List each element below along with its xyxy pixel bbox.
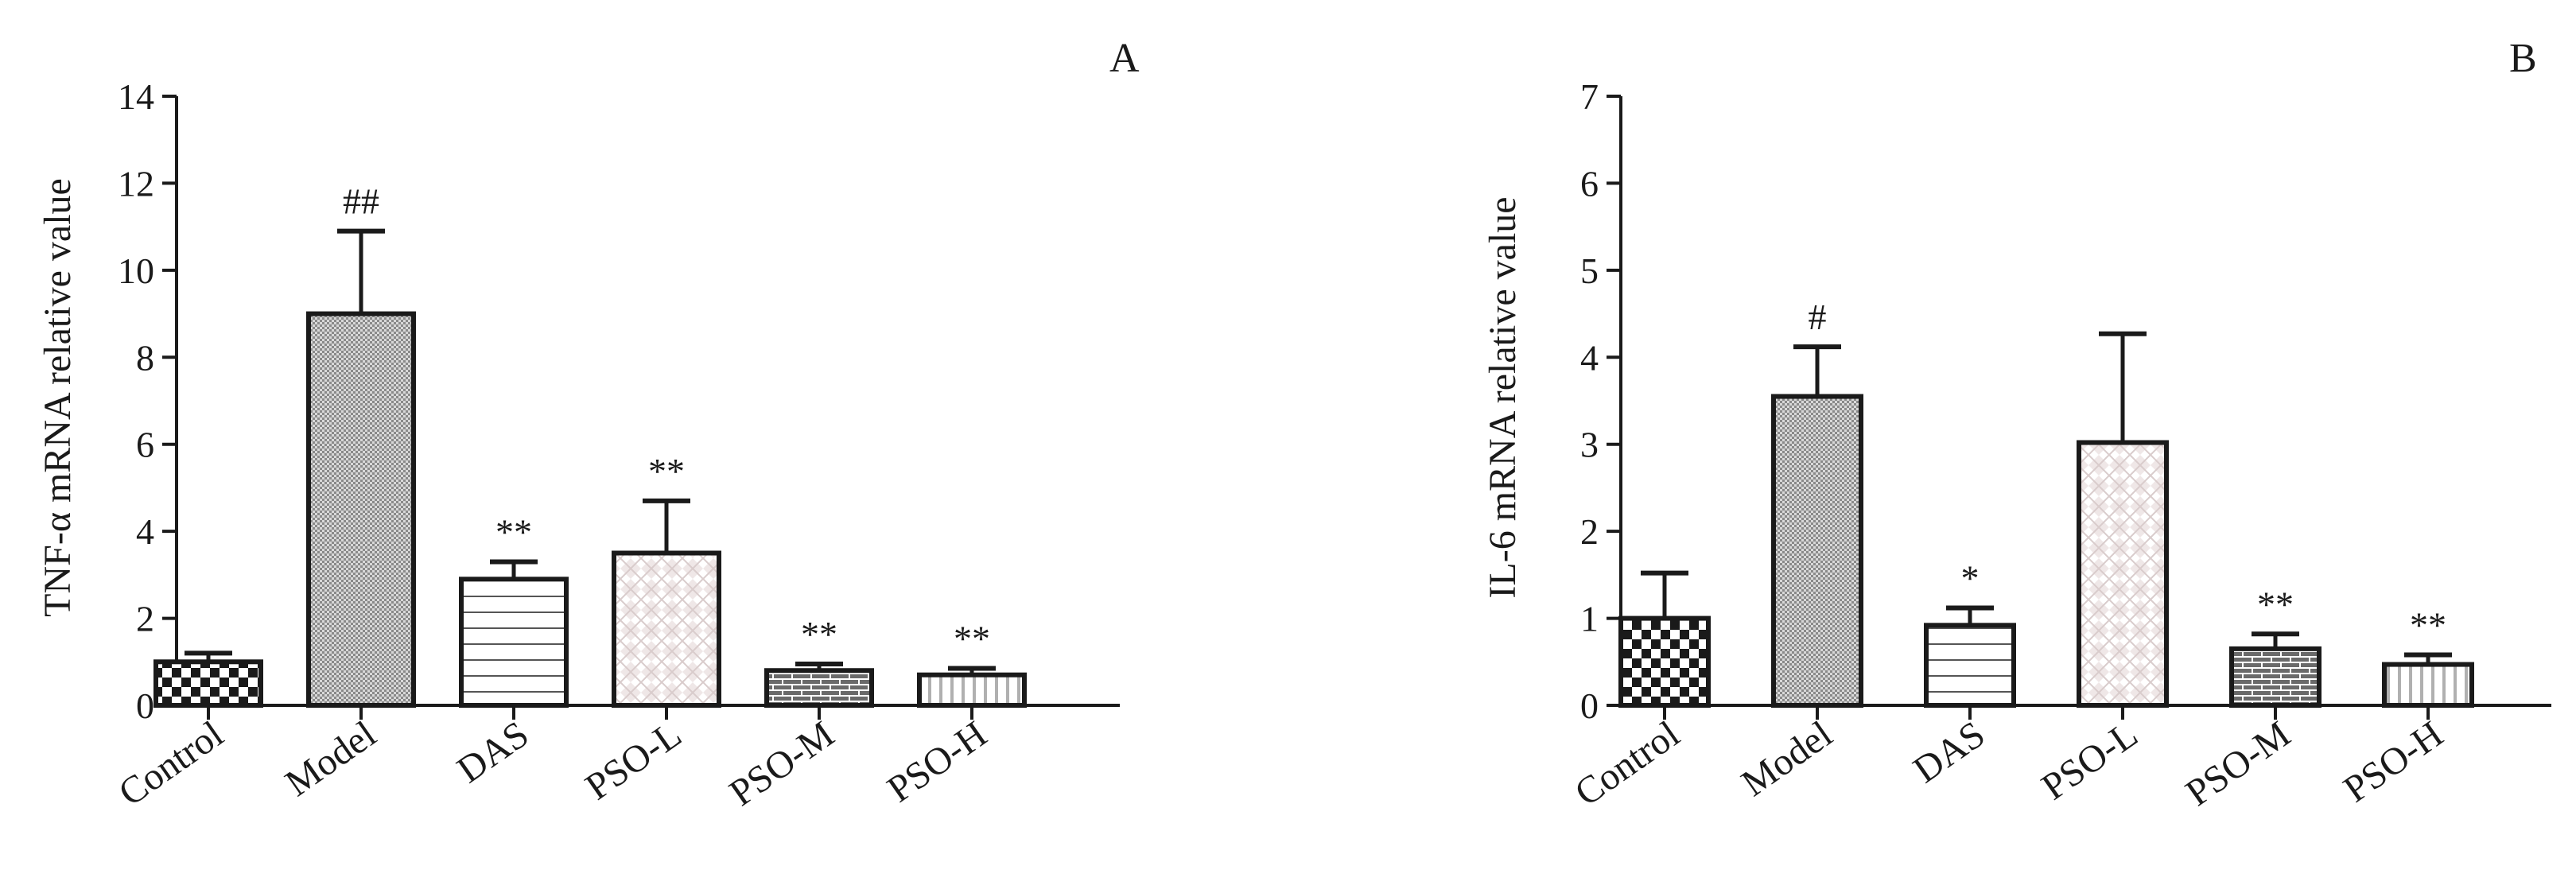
x-tick-label: Model xyxy=(278,713,383,805)
bar xyxy=(612,550,721,708)
y-tick-label: 5 xyxy=(1580,250,1599,291)
panel-b-chart: B IL-6 mRNA relative value 0 1 2 3 4 5 6 7 Contr… xyxy=(1482,36,2551,814)
panel-b-label: B xyxy=(2509,36,2537,81)
significance-label: ## xyxy=(343,181,379,222)
x-tick-label: DAS xyxy=(449,713,536,791)
y-tick-label: 12 xyxy=(118,163,154,204)
x-tick-label: Model xyxy=(1734,713,1840,805)
x-tick-label: Control xyxy=(111,713,231,815)
y-tick-label: 4 xyxy=(1580,337,1599,378)
panel-a-label: A xyxy=(1109,36,1140,81)
x-tick-label: Control xyxy=(1568,713,1688,815)
y-tick-label: 1 xyxy=(1580,599,1599,639)
y-tick-label: 10 xyxy=(118,250,154,291)
significance-label: * xyxy=(1961,557,1980,598)
y-tick-label: 14 xyxy=(118,76,154,117)
x-tick-label: PSO-L xyxy=(2034,713,2146,809)
panel-a-marks: 0 2 4 6 8 10 12 14 Control ## Model ** DAS ** PSO-L ** P… xyxy=(111,76,1120,814)
significance-label: ** xyxy=(2257,584,2294,624)
bar xyxy=(2382,662,2474,708)
panel-b-marks: 0 1 2 3 4 5 6 7 Control # Model * DAS PSO-L ** PSO-M ** P… xyxy=(1568,76,2551,814)
y-tick-label: 6 xyxy=(136,425,154,465)
x-tick-label: PSO-L xyxy=(578,713,690,809)
bar xyxy=(1618,615,1711,708)
bar xyxy=(153,659,263,708)
significance-label: ** xyxy=(2410,605,2446,646)
bar xyxy=(2077,440,2169,708)
y-tick-label: 7 xyxy=(1580,76,1599,117)
panel-b-y-axis-label: IL-6 mRNA relative value xyxy=(1482,196,1524,598)
bar xyxy=(306,311,416,708)
significance-label: ** xyxy=(648,451,685,491)
panel-a-chart: A TNF-α mRNA relative value 0 2 4 6 8 10 12 14 C… xyxy=(37,36,1140,814)
significance-label: ** xyxy=(801,614,837,654)
x-tick-label: PSO-H xyxy=(2336,713,2450,811)
y-tick-label: 8 xyxy=(136,337,154,378)
y-tick-label: 0 xyxy=(1580,685,1599,726)
panel-a-y-axis-label: TNF-α mRNA relative value xyxy=(37,178,79,617)
y-tick-label: 6 xyxy=(1580,163,1599,204)
x-tick-label: PSO-M xyxy=(722,713,842,815)
y-tick-label: 4 xyxy=(136,511,154,552)
bar xyxy=(459,577,569,708)
significance-label: # xyxy=(1809,297,1827,337)
significance-label: ** xyxy=(954,618,990,658)
y-tick-label: 2 xyxy=(1580,511,1599,552)
bar xyxy=(1924,623,2016,709)
bar xyxy=(917,672,1027,709)
x-tick-label: DAS xyxy=(1906,713,1992,791)
y-tick-label: 3 xyxy=(1580,425,1599,465)
y-tick-label: 2 xyxy=(136,599,154,639)
significance-label: ** xyxy=(495,511,532,552)
x-tick-label: PSO-M xyxy=(2178,713,2298,815)
bar xyxy=(2229,646,2322,708)
bar xyxy=(1771,394,1863,708)
y-tick-label: 0 xyxy=(136,685,154,726)
bar xyxy=(764,668,874,709)
x-tick-label: PSO-H xyxy=(880,713,994,811)
